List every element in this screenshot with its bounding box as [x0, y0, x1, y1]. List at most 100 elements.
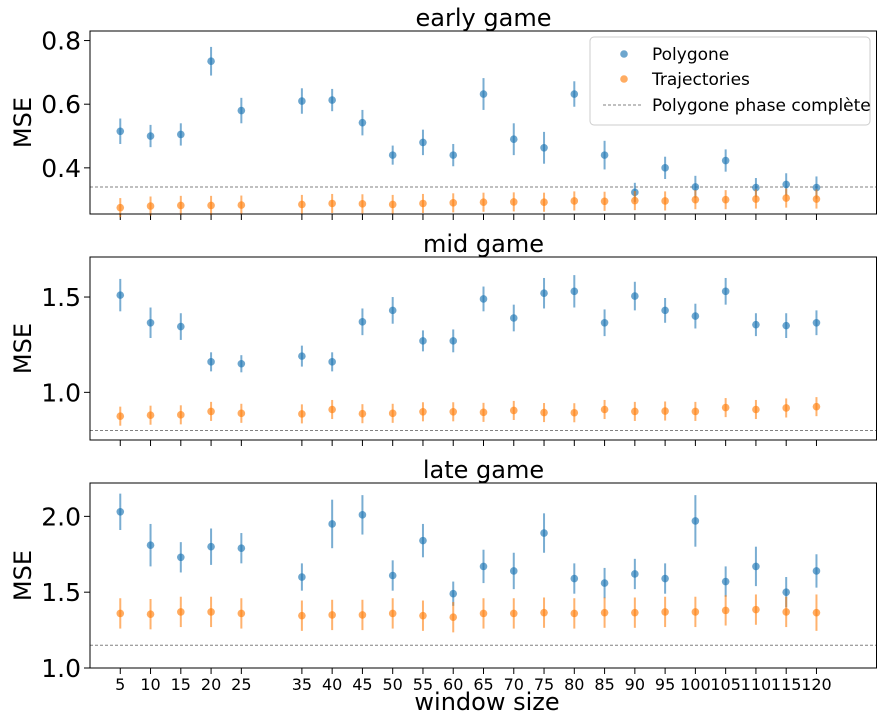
data-point — [782, 321, 790, 330]
legend-label-polygone: Polygone — [652, 45, 729, 65]
data-point — [479, 562, 488, 571]
data-point — [298, 97, 306, 105]
data-point — [691, 517, 700, 525]
data-point — [358, 511, 367, 519]
data-point — [631, 292, 639, 300]
legend-box — [589, 36, 871, 126]
x-tick-label: 60 — [443, 675, 463, 694]
data-point — [358, 200, 367, 208]
data-point — [631, 407, 639, 416]
data-point — [177, 322, 185, 331]
data-point — [752, 320, 760, 329]
data-point — [540, 289, 548, 298]
legend-marker-trajectories — [620, 75, 628, 83]
data-point — [479, 408, 488, 417]
series-trajectories — [116, 188, 821, 218]
data-point — [328, 358, 336, 366]
data-point — [146, 541, 155, 549]
x-tick-label: 25 — [231, 675, 251, 694]
data-point — [661, 306, 669, 315]
data-point — [449, 337, 458, 345]
data-point — [237, 201, 246, 209]
x-tick-label: 35 — [292, 675, 312, 694]
data-point — [237, 544, 246, 553]
data-point — [540, 608, 548, 617]
legend-label-baseline: Polygone phase complète — [652, 96, 871, 116]
data-point — [328, 199, 336, 208]
y-tick-label: 1.5 — [41, 578, 81, 607]
y-tick-label: 0.4 — [41, 154, 81, 183]
data-point — [600, 197, 609, 206]
legend-marker-polygone — [620, 50, 628, 58]
data-point — [479, 609, 488, 618]
data-point — [691, 195, 700, 204]
x-axis-label: window size — [414, 688, 559, 715]
data-point — [600, 151, 609, 159]
data-point — [146, 411, 155, 420]
data-point — [570, 574, 579, 583]
data-point — [146, 610, 155, 618]
data-point — [207, 57, 215, 66]
data-point — [207, 407, 215, 416]
data-point — [449, 407, 458, 416]
x-tick-label: 65 — [473, 675, 493, 694]
data-point — [146, 202, 155, 210]
data-point — [812, 183, 821, 192]
data-point — [116, 609, 125, 618]
x-tick-label: 10 — [140, 675, 160, 694]
series-polygone — [116, 275, 821, 373]
data-point — [207, 608, 215, 616]
chart-title: late game — [423, 456, 544, 484]
data-point — [782, 588, 790, 596]
y-tick-label: 1.0 — [41, 654, 81, 683]
legend: Polygone Trajectories Polygone phase compl… — [589, 36, 871, 126]
data-point — [752, 562, 760, 571]
data-point — [358, 611, 367, 619]
data-point — [812, 402, 821, 411]
data-point — [419, 138, 427, 147]
y-tick-label: 1.0 — [41, 378, 81, 407]
data-point — [116, 412, 125, 420]
data-point — [661, 407, 669, 415]
data-point — [509, 609, 518, 618]
data-point — [661, 608, 669, 616]
data-point — [509, 135, 518, 144]
data-point — [419, 337, 427, 345]
data-point — [388, 609, 397, 618]
data-point — [358, 318, 367, 326]
x-tick-label: 70 — [504, 675, 524, 694]
data-point — [388, 571, 397, 580]
data-point — [570, 287, 579, 296]
x-tick-label: 85 — [594, 675, 614, 694]
data-point — [752, 183, 760, 192]
data-point — [358, 118, 367, 127]
data-point — [388, 306, 397, 315]
data-point — [298, 573, 306, 581]
data-point — [237, 359, 246, 368]
data-point — [237, 609, 246, 618]
series-polygone — [116, 46, 821, 202]
x-tick-label: 20 — [201, 675, 221, 694]
data-point — [721, 287, 730, 296]
data-point — [449, 151, 458, 159]
x-tick-label: 105 — [710, 675, 741, 694]
data-point — [661, 197, 669, 205]
data-point — [631, 608, 639, 617]
x-tick-label: 75 — [534, 675, 554, 694]
data-point — [752, 405, 760, 414]
data-point — [146, 132, 155, 140]
data-point — [631, 570, 639, 578]
data-point — [116, 291, 125, 299]
x-tick-label: 90 — [625, 675, 645, 694]
data-point — [782, 194, 790, 202]
data-point — [570, 408, 579, 417]
data-point — [177, 553, 185, 562]
data-point — [419, 407, 427, 416]
data-point — [540, 144, 548, 152]
data-point — [449, 613, 458, 622]
data-point — [116, 508, 125, 516]
data-point — [721, 577, 730, 586]
data-point — [328, 611, 336, 619]
